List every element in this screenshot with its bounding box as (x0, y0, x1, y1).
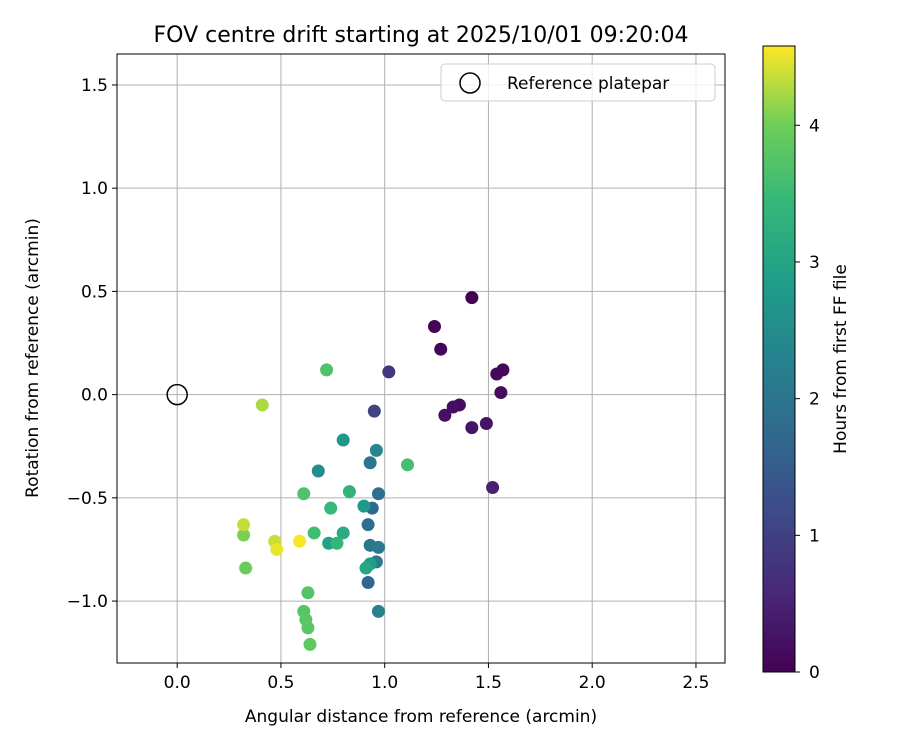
x-tick-label: 1.5 (475, 673, 502, 693)
data-point (371, 487, 385, 501)
data-point (363, 456, 377, 470)
data-point (371, 540, 385, 554)
y-tick-label: −1.0 (67, 592, 108, 612)
data-point (367, 404, 381, 418)
x-tick-label: 0.5 (267, 673, 294, 693)
data-point (239, 561, 253, 575)
x-tick-label: 2.5 (682, 673, 709, 693)
y-tick-label: 1.0 (81, 179, 108, 199)
y-tick-label: 0.0 (81, 386, 108, 406)
reference-layer (166, 383, 188, 406)
x-tick-label: 0.0 (164, 673, 191, 693)
data-point (301, 621, 315, 635)
colorbar-tick-label: 1 (809, 526, 820, 546)
colorbar-gradient (762, 45, 796, 673)
data-point (330, 536, 344, 550)
colorbar-label: Hours from first FF file (831, 264, 851, 454)
data-point (479, 417, 493, 431)
chart-title: FOV centre drift starting at 2025/10/01 … (154, 23, 689, 48)
data-point (494, 386, 508, 400)
data-point (237, 518, 251, 532)
data-point (401, 458, 415, 472)
legend-label-reference: Reference platepar (507, 74, 669, 94)
y-axis-ticks: −1.0 −0.5 0.0 0.5 1.0 1.5 (67, 76, 117, 612)
data-point (382, 365, 396, 379)
legend-marker-reference-icon (459, 72, 481, 94)
data-point (336, 526, 350, 540)
data-point (255, 398, 269, 412)
data-point (359, 561, 373, 575)
data-points (237, 291, 510, 651)
data-point (427, 320, 441, 334)
data-point (336, 433, 350, 447)
data-point (270, 542, 284, 556)
y-tick-label: 0.5 (81, 282, 108, 302)
colorbar: 0 1 2 3 4 Hours from first FF file (762, 45, 851, 683)
data-point (369, 443, 383, 457)
grid (117, 54, 725, 663)
data-point (297, 487, 311, 501)
data-point (486, 481, 500, 495)
data-point (446, 400, 460, 414)
data-point (434, 342, 448, 356)
data-point (371, 604, 385, 618)
colorbar-ticks: 0 1 2 3 4 (795, 116, 820, 683)
colorbar-tick-label: 4 (809, 116, 820, 136)
x-axis-ticks: 0.0 0.5 1.0 1.5 2.0 2.5 (164, 663, 709, 693)
data-point (311, 464, 325, 478)
y-tick-label: −0.5 (67, 489, 108, 509)
y-tick-label: 1.5 (81, 76, 108, 96)
data-point (301, 586, 315, 600)
data-point (307, 526, 321, 540)
data-point (237, 528, 251, 542)
data-point (465, 291, 479, 305)
plot-frame (116, 53, 726, 664)
data-point (438, 408, 452, 422)
x-axis-label: Angular distance from reference (arcmin) (245, 707, 597, 727)
data-point (361, 518, 375, 532)
data-point (465, 421, 479, 435)
data-point (303, 637, 317, 651)
legend-box (440, 63, 716, 102)
data-point (361, 575, 375, 589)
data-point (324, 501, 338, 515)
colorbar-tick-label: 3 (809, 253, 820, 273)
y-axis-label: Rotation from reference (arcmin) (23, 218, 43, 498)
data-point (490, 367, 504, 381)
colorbar-tick-label: 2 (809, 390, 820, 410)
reference-platepar-marker (166, 383, 188, 406)
data-point (293, 534, 307, 548)
data-point (320, 363, 334, 377)
colorbar-tick-label: 0 (809, 663, 820, 683)
data-point (357, 499, 371, 513)
legend: Reference platepar (440, 63, 716, 102)
x-tick-label: 1.0 (371, 673, 398, 693)
data-point (342, 485, 356, 499)
x-tick-label: 2.0 (579, 673, 606, 693)
